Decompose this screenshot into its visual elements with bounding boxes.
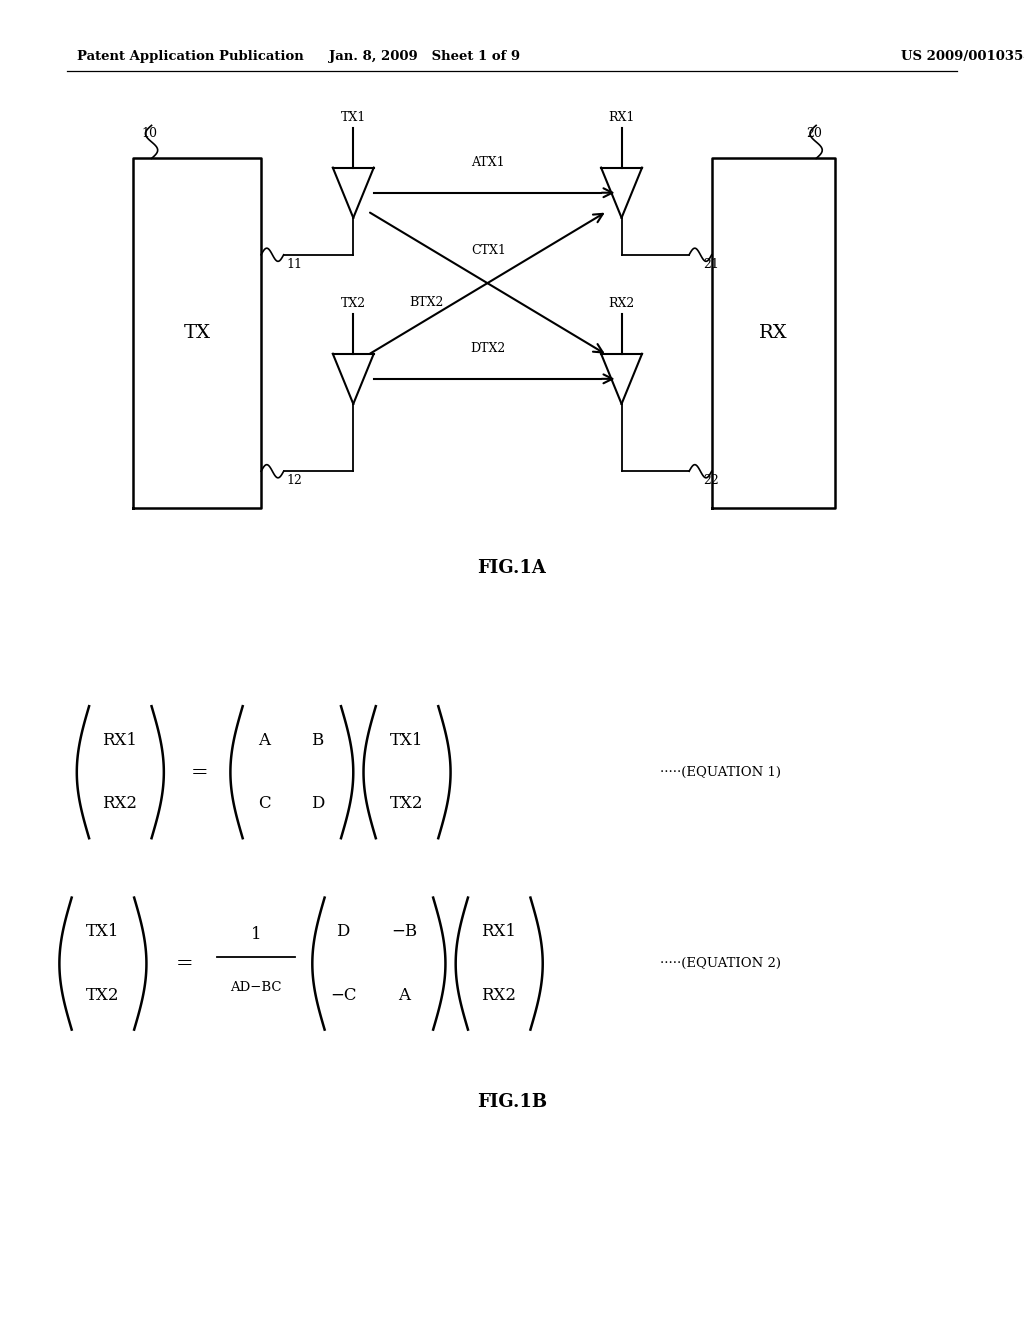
Text: A: A: [398, 987, 411, 1003]
Text: C: C: [258, 796, 270, 812]
Text: US 2009/0010354 A1: US 2009/0010354 A1: [901, 50, 1024, 63]
Text: 10: 10: [141, 127, 158, 140]
Text: 11: 11: [287, 257, 303, 271]
Text: =: =: [190, 763, 209, 781]
Text: RX1: RX1: [102, 733, 137, 748]
Text: RX: RX: [759, 325, 787, 342]
Text: TX: TX: [183, 325, 211, 342]
Text: RX2: RX2: [481, 987, 516, 1003]
Text: TX2: TX2: [390, 796, 423, 812]
Text: CTX1: CTX1: [471, 244, 506, 256]
Text: =: =: [175, 954, 194, 973]
Text: 20: 20: [806, 127, 822, 140]
Text: FIG.1B: FIG.1B: [477, 1093, 547, 1111]
Text: Jan. 8, 2009   Sheet 1 of 9: Jan. 8, 2009 Sheet 1 of 9: [330, 50, 520, 63]
Text: RX2: RX2: [608, 297, 635, 310]
Text: TX1: TX1: [341, 111, 366, 124]
Text: A: A: [258, 733, 270, 748]
Text: ATX1: ATX1: [471, 156, 504, 169]
Text: −B: −B: [391, 924, 418, 940]
Text: DTX2: DTX2: [470, 342, 505, 355]
Text: RX1: RX1: [608, 111, 635, 124]
Text: 21: 21: [703, 257, 720, 271]
Text: TX1: TX1: [86, 924, 119, 940]
Text: TX2: TX2: [86, 987, 119, 1003]
Text: −C: −C: [330, 987, 356, 1003]
Text: RX1: RX1: [481, 924, 516, 940]
Text: ·····(EQUATION 2): ·····(EQUATION 2): [660, 957, 781, 970]
Text: AD−BC: AD−BC: [230, 981, 282, 994]
Text: B: B: [311, 733, 324, 748]
Text: BTX2: BTX2: [410, 297, 444, 309]
Text: RX2: RX2: [102, 796, 137, 812]
Text: 1: 1: [251, 927, 261, 942]
Text: D: D: [336, 924, 350, 940]
Text: TX1: TX1: [390, 733, 423, 748]
Text: 22: 22: [703, 474, 719, 487]
Text: D: D: [310, 796, 325, 812]
Text: 12: 12: [287, 474, 303, 487]
Text: Patent Application Publication: Patent Application Publication: [77, 50, 303, 63]
Text: FIG.1A: FIG.1A: [477, 558, 547, 577]
Text: TX2: TX2: [341, 297, 366, 310]
Text: ·····(EQUATION 1): ·····(EQUATION 1): [660, 766, 781, 779]
